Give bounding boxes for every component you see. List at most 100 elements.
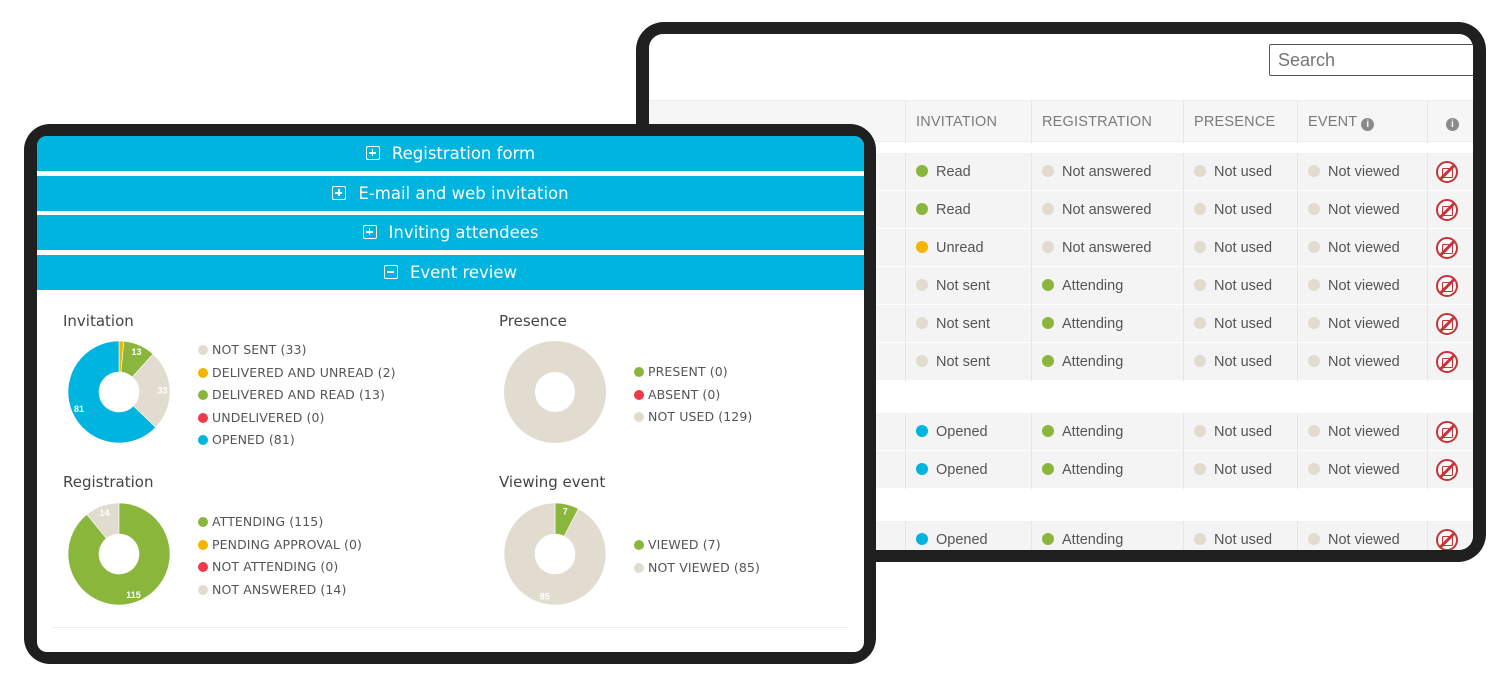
slice-value-label: 13 <box>131 347 141 357</box>
invitation-status-cell: Opened <box>905 413 1031 451</box>
status-dot-icon <box>1194 203 1206 215</box>
viewing-event-title: Viewing event <box>499 473 606 491</box>
actions-cell <box>1427 305 1473 343</box>
status-dot-icon <box>1042 203 1054 215</box>
legend-label: NOT ATTENDING (0) <box>212 559 339 575</box>
legend-dot-icon <box>198 562 208 573</box>
legend-dot-icon <box>198 345 208 355</box>
no-access-icon[interactable] <box>1436 421 1458 443</box>
slice-value-label: 115 <box>126 590 141 600</box>
status-dot-icon <box>1308 533 1320 545</box>
event-status-label: Not viewed <box>1328 354 1400 370</box>
no-access-icon[interactable] <box>1436 161 1458 183</box>
status-dot-icon <box>1042 317 1054 329</box>
slice-value-label: 7 <box>563 507 568 517</box>
status-dot-icon <box>1308 463 1320 475</box>
legend-dot-icon <box>634 389 644 400</box>
search-input[interactable] <box>1269 44 1473 76</box>
legend-label: VIEWED (7) <box>648 537 721 552</box>
status-dot-icon <box>1308 203 1320 215</box>
presence-status-label: Not used <box>1214 354 1273 370</box>
col-presence-label: PRESENCE <box>1194 114 1276 130</box>
col-presence[interactable]: PRESENCE <box>1183 101 1297 143</box>
accordion-email-invitation[interactable]: E-mail and web invitation <box>37 176 864 211</box>
presence-status-label: Not used <box>1214 316 1273 332</box>
status-dot-icon <box>1042 279 1054 291</box>
status-dot-icon <box>916 533 928 545</box>
col-event[interactable]: EVENT i <box>1297 101 1427 143</box>
status-dot-icon <box>1194 279 1206 291</box>
registration-legend: ATTENDING (115) PENDING APPROVAL (0) NOT A… <box>198 511 362 601</box>
legend-label: PRESENT (0) <box>648 364 728 379</box>
donut-slice <box>131 353 171 428</box>
no-access-icon[interactable] <box>1436 199 1458 221</box>
no-access-icon[interactable] <box>1436 275 1458 297</box>
actions-cell <box>1427 229 1473 267</box>
status-dot-icon <box>1308 355 1320 367</box>
accordion-inviting-attendees[interactable]: Inviting attendees <box>37 215 864 250</box>
legend-item: DELIVERED AND UNREAD (2) <box>198 362 396 385</box>
status-dot-icon <box>1042 533 1054 545</box>
status-dot-icon <box>1042 463 1054 475</box>
legend-label: NOT USED (129) <box>648 409 753 425</box>
legend-label: UNDELIVERED (0) <box>212 409 325 425</box>
actions-cell <box>1427 153 1473 191</box>
donut-slice <box>67 502 171 606</box>
event-status-label: Not viewed <box>1328 240 1400 256</box>
event-status-cell: Not viewed <box>1297 343 1427 381</box>
info-icon[interactable]: i <box>1446 118 1459 131</box>
no-access-icon[interactable] <box>1436 459 1458 481</box>
accordion-label: E-mail and web invitation <box>358 184 569 203</box>
status-dot-icon <box>916 463 928 475</box>
donut-slice <box>504 341 606 443</box>
accordion-event-review[interactable]: Event review <box>37 255 864 290</box>
col-registration[interactable]: REGISTRATION <box>1031 101 1183 143</box>
registration-status-cell: Not answered <box>1031 229 1183 267</box>
accordion-registration-form[interactable]: Registration form <box>37 136 864 171</box>
presence-legend: PRESENT (0) ABSENT (0) NOT USED (129) <box>634 361 752 429</box>
event-status-cell: Not viewed <box>1297 521 1427 550</box>
invitation-donut-chart: 13 33 81 <box>67 340 171 444</box>
presence-status-label: Not used <box>1214 240 1273 256</box>
status-dot-icon <box>1042 241 1054 253</box>
status-dot-icon <box>1308 241 1320 253</box>
legend-dot-icon <box>198 390 208 401</box>
invitation-status-label: Opened <box>936 424 988 440</box>
actions-cell <box>1427 191 1473 229</box>
registration-status-label: Attending <box>1062 316 1124 332</box>
actions-cell <box>1427 521 1473 550</box>
no-access-icon[interactable] <box>1436 529 1458 550</box>
status-dot-icon <box>1042 165 1054 177</box>
presence-status-cell: Not used <box>1183 451 1297 489</box>
col-invitation[interactable]: INVITATION <box>905 101 1031 143</box>
legend-label: DELIVERED AND UNREAD (2) <box>212 364 396 380</box>
legend-label: NOT ANSWERED (14) <box>212 581 347 597</box>
registration-status-label: Attending <box>1062 462 1124 478</box>
accordion-label: Inviting attendees <box>388 223 539 242</box>
legend-item: NOT USED (129) <box>634 406 752 429</box>
event-status-label: Not viewed <box>1328 278 1400 294</box>
status-dot-icon <box>916 279 928 291</box>
info-icon[interactable]: i <box>1361 118 1375 131</box>
legend-dot-icon <box>198 517 208 527</box>
accordion-label: Event review <box>409 263 518 282</box>
presence-donut-chart <box>504 341 606 443</box>
no-access-icon[interactable] <box>1436 351 1458 373</box>
status-dot-icon <box>1042 355 1054 367</box>
invitation-status-cell: Opened <box>905 451 1031 489</box>
registration-status-label: Attending <box>1062 424 1124 440</box>
invitation-status-cell: Opened <box>905 521 1031 550</box>
event-status-cell: Not viewed <box>1297 451 1427 489</box>
no-access-icon[interactable] <box>1436 237 1458 259</box>
invitation-status-label: Not sent <box>936 354 990 370</box>
status-dot-icon <box>1194 425 1206 437</box>
slice-value-label: 33 <box>157 385 167 395</box>
presence-status-label: Not used <box>1214 202 1273 218</box>
invitation-status-cell: Read <box>905 191 1031 229</box>
legend-item: OPENED (81) <box>198 429 396 452</box>
actions-cell <box>1427 267 1473 305</box>
no-access-icon[interactable] <box>1436 313 1458 335</box>
status-dot-icon <box>1308 279 1320 291</box>
status-dot-icon <box>1194 533 1206 545</box>
invitation-status-label: Read <box>936 202 971 218</box>
